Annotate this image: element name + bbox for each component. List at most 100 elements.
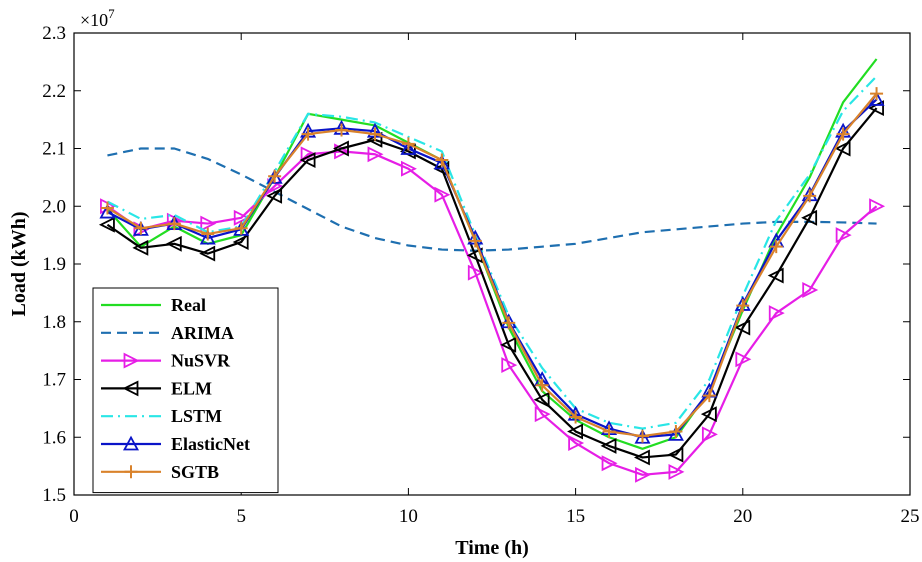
legend-item-real: Real: [101, 295, 206, 315]
data-point-nusvr: [835, 227, 852, 244]
data-point-nusvr: [434, 186, 451, 203]
legend-label-lstm: LSTM: [171, 406, 222, 426]
data-point-elm: [633, 449, 650, 466]
legend-item-nusvr: NuSVR: [101, 351, 231, 371]
series-layer: [98, 58, 886, 483]
data-point-sgtb: [669, 424, 683, 438]
series-line-arima: [107, 147, 877, 252]
data-point-sgtb: [468, 234, 482, 248]
data-point-sgtb: [100, 201, 114, 215]
legend-label-elm: ELM: [171, 378, 212, 398]
y-tick-label: 1.6: [42, 427, 66, 448]
data-point-elm: [299, 152, 316, 169]
data-point-sgtb: [870, 87, 884, 101]
legend-label-real: Real: [171, 295, 206, 315]
data-point-elasticnet: [199, 229, 216, 245]
data-point-sgtb: [368, 127, 382, 141]
y-tick-label: 1.9: [42, 254, 66, 275]
data-point-elm: [165, 235, 182, 252]
data-point-sgtb: [836, 127, 850, 141]
x-tick-label: 10: [399, 506, 418, 527]
legend-item-lstm: LSTM: [101, 406, 222, 426]
y-tick-label: 2.2: [42, 81, 66, 102]
y-tick-label: 1.5: [42, 485, 66, 506]
data-point-elm: [199, 245, 216, 262]
data-point-nusvr: [802, 282, 819, 298]
series-line-nusvr: [106, 150, 878, 476]
data-point-sgtb: [769, 240, 783, 254]
legend: Real ARIMA NuSVR ELM LSTM ElasticNet SGTB: [92, 287, 279, 494]
x-tick-label: 5: [236, 506, 246, 527]
data-point-sgtb: [167, 217, 181, 231]
data-point-elm: [266, 187, 283, 204]
data-point-nusvr: [200, 215, 217, 232]
data-point-sgtb: [435, 153, 449, 167]
data-point-elm: [500, 336, 517, 353]
data-point-sgtb: [134, 221, 148, 235]
data-point-sgtb: [635, 429, 649, 443]
x-tick-label: 15: [566, 506, 585, 527]
legend-marker-nusvr: [123, 352, 140, 369]
data-point-sgtb: [602, 424, 616, 438]
data-point-nusvr: [568, 435, 585, 451]
legend-label-sgtb: SGTB: [171, 462, 219, 482]
data-point-sgtb: [268, 169, 282, 183]
series-arima: [107, 147, 877, 252]
data-point-elm: [533, 391, 550, 408]
data-point-elm: [801, 209, 818, 226]
data-point-nusvr: [534, 406, 551, 423]
y-axis-label: Load (kWh): [8, 211, 30, 316]
data-point-nusvr: [668, 463, 685, 480]
legend-item-sgtb: SGTB: [101, 462, 219, 482]
legend-box: [92, 287, 279, 494]
data-point-nusvr: [400, 160, 417, 177]
legend-marker-sgtb: [124, 465, 138, 479]
data-point-elm: [834, 140, 851, 157]
data-point-elm: [700, 406, 717, 423]
y-tick-label: 2.1: [42, 139, 66, 160]
data-point-sgtb: [234, 221, 248, 235]
legend-label-arima: ARIMA: [171, 323, 234, 343]
series-sgtb: [100, 87, 884, 443]
data-point-elm: [734, 319, 751, 336]
data-point-nusvr: [701, 426, 718, 443]
data-point-sgtb: [803, 189, 817, 203]
legend-label-nusvr: NuSVR: [171, 351, 231, 371]
x-tick-label: 0: [69, 506, 79, 527]
scale-exponent: 7: [108, 6, 115, 21]
data-point-sgtb: [502, 316, 516, 330]
data-point-nusvr: [601, 455, 618, 472]
data-point-sgtb: [401, 137, 415, 151]
data-point-elasticnet: [433, 154, 450, 170]
y-tick-label: 2.0: [42, 196, 66, 217]
data-point-elm: [567, 423, 583, 440]
axis-ticks: 0 5 10 15 20 25 1.5 1.6 1.7 1.8 1.9 2.0 2.1 2.2 2.3: [42, 23, 919, 527]
data-point-nusvr: [735, 351, 752, 368]
data-point-sgtb: [201, 227, 215, 241]
data-point-sgtb: [569, 410, 583, 424]
data-point-nusvr: [501, 357, 518, 374]
data-point-elasticnet: [667, 425, 684, 441]
legend-item-elasticnet: ElasticNet: [101, 434, 250, 454]
data-point-elm: [333, 140, 349, 157]
y-tick-label: 1.8: [42, 312, 66, 333]
data-point-nusvr: [635, 466, 651, 483]
legend-item-elm: ELM: [101, 378, 212, 398]
data-point-nusvr: [869, 198, 886, 215]
legend-label-elasticnet: ElasticNet: [171, 434, 250, 454]
data-point-nusvr: [768, 305, 785, 322]
data-point-elasticnet: [99, 203, 116, 219]
legend-marker-elm: [122, 380, 139, 397]
scale-base: ×10: [80, 10, 108, 30]
data-point-elm: [132, 239, 149, 256]
y-tick-label: 1.7: [42, 370, 66, 391]
data-point-sgtb: [736, 299, 750, 313]
data-point-nusvr: [367, 146, 384, 163]
x-tick-label: 20: [733, 506, 752, 527]
data-point-elm: [767, 267, 784, 284]
data-point-sgtb: [335, 123, 349, 137]
x-tick-label: 25: [901, 506, 920, 527]
series-line-elm: [106, 107, 878, 459]
data-point-elm: [98, 216, 115, 233]
